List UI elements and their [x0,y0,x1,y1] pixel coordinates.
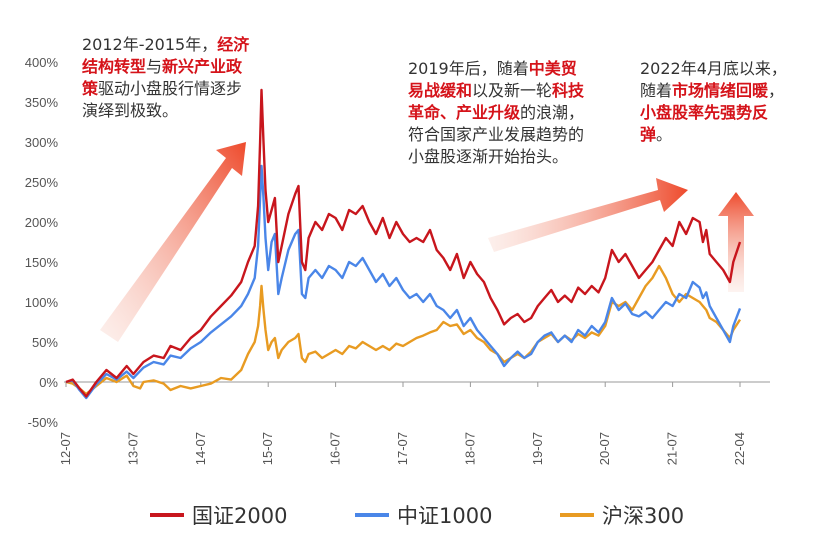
legend-label: 沪深300 [602,504,685,528]
legend-item-hushen300: 沪深300 [560,500,684,530]
x-tick-label: 16-07 [328,432,343,465]
trend-arrows [100,142,754,342]
series-lines [65,88,742,400]
trend-arrow-1 [100,142,246,342]
x-tick-label: 19-07 [530,432,545,465]
line-chart: 400% 350% 300% 250% 200% 150% 100% 50% 0% -50% 12… [25,55,770,465]
annotation-text: 以及新一轮 [472,81,553,100]
legend: 国证2000 中证1000 沪深300 [0,500,816,534]
annotation-text: 驱动小盘股行情逐步演绎到极致。 [82,79,243,120]
x-tick-label: 13-07 [125,432,140,465]
legend-label: 国证2000 [192,504,288,528]
legend-swatch [150,513,184,517]
annotation-text: 。 [656,125,673,144]
annotation-2012-2015: 2012年-2015年，经济结构转型与新兴产业政策驱动小盘股行情逐步演绎到极致。 [82,34,250,122]
y-tick-label: 100% [25,295,59,310]
x-tick-label: 14-07 [193,432,208,465]
annotation-highlight: 经济结构转型 [82,35,250,76]
x-tick-label: 20-07 [597,432,612,465]
legend-item-guozheng2000: 国证2000 [150,500,287,530]
trend-arrow-3 [718,192,754,292]
y-tick-label: 300% [25,135,59,150]
y-axis: 400% 350% 300% 250% 200% 150% 100% 50% 0% -50% [25,55,59,430]
annotation-highlight: 中美贸易战缓和 [408,59,577,100]
x-tick-label: 15-07 [260,432,275,465]
series-line-1 [65,164,742,400]
series-line-2 [65,264,742,396]
legend-item-zhongzheng1000: 中证1000 [355,500,492,530]
annotation-text: 与 [146,57,163,76]
x-tick-label: 22-04 [732,432,747,465]
annotation-text: ， [768,81,785,100]
x-tick-label: 21-07 [665,432,680,465]
series-line-0 [65,88,742,398]
annotation-2022: 2022年4月底以来，随着市场情绪回暖， 小盘股率先强势反弹。 [640,58,800,146]
y-tick-label: -50% [28,415,59,430]
trend-arrow-2 [488,178,688,252]
y-tick-label: 150% [25,255,59,270]
y-tick-label: 250% [25,175,59,190]
y-tick-label: 50% [32,335,58,350]
legend-swatch [560,513,594,517]
x-tick-label: 12-07 [58,432,73,465]
y-tick-label: 0% [39,375,58,390]
x-tick-label: 18-07 [462,432,477,465]
annotation-highlight: 小盘股率先强势反弹 [640,103,769,144]
annotation-highlight: 新兴产业政策 [82,57,243,98]
y-tick-label: 400% [25,55,59,70]
annotation-highlight: 市场情绪回暖 [672,81,769,100]
y-tick-label: 350% [25,95,59,110]
legend-swatch [355,513,389,517]
annotation-text: 的浪潮，符合国家产业发展趋势的小盘股逐渐开始抬头。 [408,103,585,166]
annotation-text: 2012年-2015年， [82,35,218,54]
annotation-2019: 2019年后，随着中美贸易战缓和以及新一轮科技革命、产业升级的浪潮，符合国家产业… [408,58,592,168]
legend-label: 中证1000 [397,504,493,528]
x-tick-label: 17-07 [395,432,410,465]
y-tick-label: 200% [25,215,59,230]
x-axis: 12-07 13-07 14-07 15-07 16-07 17-07 18-07 19-07… [58,381,770,465]
annotation-highlight: 科技革命、产业升级 [408,81,585,122]
annotation-text: 2019年后，随着 [408,59,529,78]
annotation-text: 2022年4月底以来，随着 [640,59,787,100]
